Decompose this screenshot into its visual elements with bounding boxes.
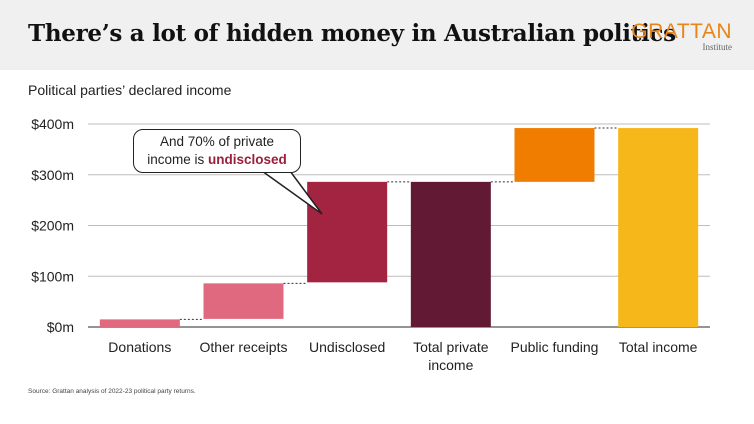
bar-undisclosed bbox=[307, 181, 388, 283]
bar-total-income bbox=[618, 128, 699, 327]
grattan-logo: GRATTAN Institute bbox=[631, 20, 733, 52]
annotation-callout: And 70% of private income is undisclosed bbox=[133, 129, 301, 173]
y-tick-label: $100m bbox=[31, 268, 74, 284]
bar-donations bbox=[99, 319, 180, 327]
x-tick-label: Other receipts bbox=[200, 339, 288, 355]
source-note: Source: Grattan analysis of 2022-23 poli… bbox=[28, 388, 196, 395]
x-tick-label: Public funding bbox=[511, 339, 599, 355]
annotation-text-mid: income is bbox=[147, 152, 208, 167]
logo-wordmark: GRATTAN bbox=[631, 20, 732, 43]
y-tick-label: $400m bbox=[31, 116, 74, 132]
chart-title: There’s a lot of hidden money in Austral… bbox=[28, 20, 676, 47]
y-tick-label: $0m bbox=[47, 319, 74, 335]
y-tick-label: $200m bbox=[31, 218, 74, 234]
x-tick-label: Undisclosed bbox=[309, 339, 385, 355]
bar-public-funding bbox=[514, 128, 595, 182]
header-bar: There’s a lot of hidden money in Austral… bbox=[0, 0, 754, 70]
x-tick-label: income bbox=[428, 357, 473, 373]
annotation-line-2: income is undisclosed bbox=[134, 151, 300, 169]
chart-subtitle: Political parties’ declared income bbox=[28, 82, 232, 98]
bar-total-private-income bbox=[410, 181, 491, 327]
logo-subtext: Institute bbox=[702, 42, 733, 52]
bar-other-receipts bbox=[203, 283, 284, 319]
x-tick-label: Donations bbox=[108, 339, 171, 355]
annotation-highlight: undisclosed bbox=[208, 152, 287, 167]
x-tick-label: Total private bbox=[413, 339, 489, 355]
x-tick-label: Total income bbox=[619, 339, 698, 355]
annotation-line-1: And 70% of private bbox=[159, 134, 275, 149]
y-tick-label: $300m bbox=[31, 167, 74, 183]
